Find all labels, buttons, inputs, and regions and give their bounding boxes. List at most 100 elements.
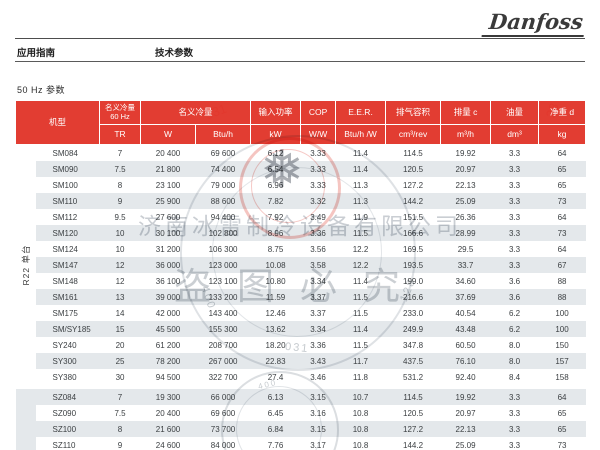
model-cell: SY380 bbox=[52, 372, 77, 382]
value-cell: 27.4 bbox=[267, 372, 284, 382]
value-cell: 3.32 bbox=[300, 193, 336, 209]
header-rule-top bbox=[15, 38, 585, 39]
value-cell: 3.15 bbox=[300, 421, 336, 437]
value-cell: 11.5 bbox=[353, 308, 369, 318]
value-cell: 12 bbox=[99, 257, 141, 273]
value-cell: 3.36 bbox=[300, 225, 336, 241]
unit-ww: W/W bbox=[300, 124, 337, 145]
value-cell: 155 300 bbox=[195, 321, 251, 337]
value-cell: 11.3 bbox=[353, 180, 369, 190]
value-cell: 11.8 bbox=[353, 372, 369, 382]
model-cell: SZ100 bbox=[35, 421, 100, 437]
value-cell: 14 bbox=[115, 308, 125, 318]
value-cell: 42 000 bbox=[155, 308, 181, 318]
value-cell: 7.5 bbox=[114, 408, 126, 418]
table-row: SY300 25 78 200 267 000 22.83 3.43 11.7 437.5 76… bbox=[16, 353, 586, 369]
value-cell: 7.92 bbox=[267, 212, 284, 222]
spec-table: 机型 名义冷量 60 Hz 名义冷量 输入功率 COP E.E.R. 排气容积 … bbox=[14, 100, 587, 450]
value-cell: 10.08 bbox=[250, 257, 301, 273]
value-cell: 73 bbox=[557, 440, 567, 450]
value-cell: 37.69 bbox=[440, 289, 491, 305]
model-cell: SM/SY185 bbox=[35, 321, 100, 337]
value-cell: 3.37 bbox=[300, 289, 336, 305]
value-cell: 8.96 bbox=[250, 225, 301, 241]
value-cell: 65 bbox=[557, 180, 567, 190]
col-power: 输入功率 bbox=[250, 100, 302, 125]
value-cell: 7.76 bbox=[267, 440, 284, 450]
value-cell: 102 800 bbox=[195, 225, 251, 241]
value-cell: 10.8 bbox=[352, 440, 369, 450]
model-cell: SM148 bbox=[52, 276, 78, 286]
value-cell: 3.17 bbox=[310, 440, 326, 450]
value-cell: 6.96 bbox=[267, 180, 284, 190]
group-separator bbox=[15, 385, 586, 389]
table-row: SM/SY185 15 45 500 155 300 13.62 3.34 11.4 249.… bbox=[16, 321, 586, 337]
group-separator-cell bbox=[15, 385, 586, 389]
table-row: SZ090 7.5 20 400 69 600 6.45 3.16 10.8 120.5 20.… bbox=[16, 405, 586, 421]
value-cell: 3.6 bbox=[490, 289, 539, 305]
value-cell: 64 bbox=[557, 244, 567, 254]
model-cell: SZ110 bbox=[52, 440, 76, 450]
model-cell: SZ090 bbox=[52, 408, 77, 418]
value-cell: 7.82 bbox=[250, 193, 301, 209]
value-cell: 3.3 bbox=[508, 408, 521, 418]
value-cell: 25.09 bbox=[440, 193, 491, 209]
col-cap-60hz-line2: 60 Hz bbox=[110, 111, 130, 121]
value-cell: 22.83 bbox=[250, 353, 301, 369]
value-cell: 23 100 bbox=[155, 180, 181, 190]
col-displacement: 排气容积 bbox=[385, 100, 442, 125]
value-cell: 30 bbox=[115, 372, 125, 382]
value-cell: 36 100 bbox=[155, 276, 181, 286]
value-cell: 92.40 bbox=[455, 372, 476, 382]
value-cell: 10.80 bbox=[265, 276, 286, 286]
value-cell: 208 700 bbox=[208, 340, 238, 350]
value-cell: 6.13 bbox=[250, 389, 301, 405]
unit-cm3rev: cm³/rev bbox=[385, 124, 442, 145]
table-row: SY240 20 61 200 208 700 18.20 3.36 11.5 347.8 60… bbox=[16, 337, 586, 353]
value-cell: 11.7 bbox=[335, 353, 386, 369]
value-cell: 3.34 bbox=[310, 276, 326, 286]
group-sidebar-sz bbox=[15, 389, 36, 450]
unit-m3h: m³/h bbox=[440, 124, 492, 145]
danfoss-logo: Danfoss bbox=[481, 9, 587, 37]
unit-btuh: Btu/h bbox=[195, 124, 252, 145]
value-cell: 74 400 bbox=[195, 161, 251, 177]
col-oil: 油量 bbox=[490, 100, 540, 125]
value-cell: 3.6 bbox=[508, 276, 521, 286]
value-cell: 10.7 bbox=[335, 389, 386, 405]
value-cell: 12.2 bbox=[335, 257, 386, 273]
value-cell: 10.8 bbox=[335, 421, 386, 437]
col-flow: 排量 c bbox=[440, 100, 492, 125]
model-cell: SY300 bbox=[35, 353, 100, 369]
value-cell: 199.0 bbox=[403, 276, 424, 286]
value-cell: 193.5 bbox=[385, 257, 441, 273]
value-cell: 26.36 bbox=[455, 212, 476, 222]
value-cell: 73 700 bbox=[195, 421, 251, 437]
value-cell: 3.3 bbox=[490, 257, 539, 273]
col-cap-60hz-line1: 名义冷量 bbox=[105, 102, 136, 112]
value-cell: 73 bbox=[538, 225, 586, 241]
value-cell: 166.6 bbox=[385, 225, 441, 241]
unit-dm3: dm³ bbox=[490, 124, 540, 145]
value-cell: 3.33 bbox=[300, 161, 336, 177]
value-cell: 45 500 bbox=[140, 321, 196, 337]
value-cell: 6.2 bbox=[490, 321, 539, 337]
model-cell: SM112 bbox=[52, 212, 78, 222]
value-cell: 33.7 bbox=[440, 257, 491, 273]
value-cell: 29.5 bbox=[457, 244, 474, 254]
value-cell: 65 bbox=[557, 408, 567, 418]
value-cell: 6.54 bbox=[250, 161, 301, 177]
value-cell: 65 bbox=[538, 421, 586, 437]
value-cell: 120.5 bbox=[385, 161, 441, 177]
col-cop: COP bbox=[300, 100, 337, 125]
value-cell: 3.3 bbox=[508, 244, 521, 254]
value-cell: 120.5 bbox=[403, 408, 424, 418]
value-cell: 20 400 bbox=[155, 408, 181, 418]
value-cell: 3.3 bbox=[508, 180, 521, 190]
value-cell: 10.8 bbox=[352, 408, 369, 418]
value-cell: 25 bbox=[99, 353, 141, 369]
value-cell: 3.56 bbox=[310, 244, 326, 254]
value-cell: 39 000 bbox=[140, 289, 196, 305]
group-sidebar-r22: R22 单台 bbox=[15, 144, 36, 385]
model-cell: SM084 bbox=[52, 148, 78, 158]
